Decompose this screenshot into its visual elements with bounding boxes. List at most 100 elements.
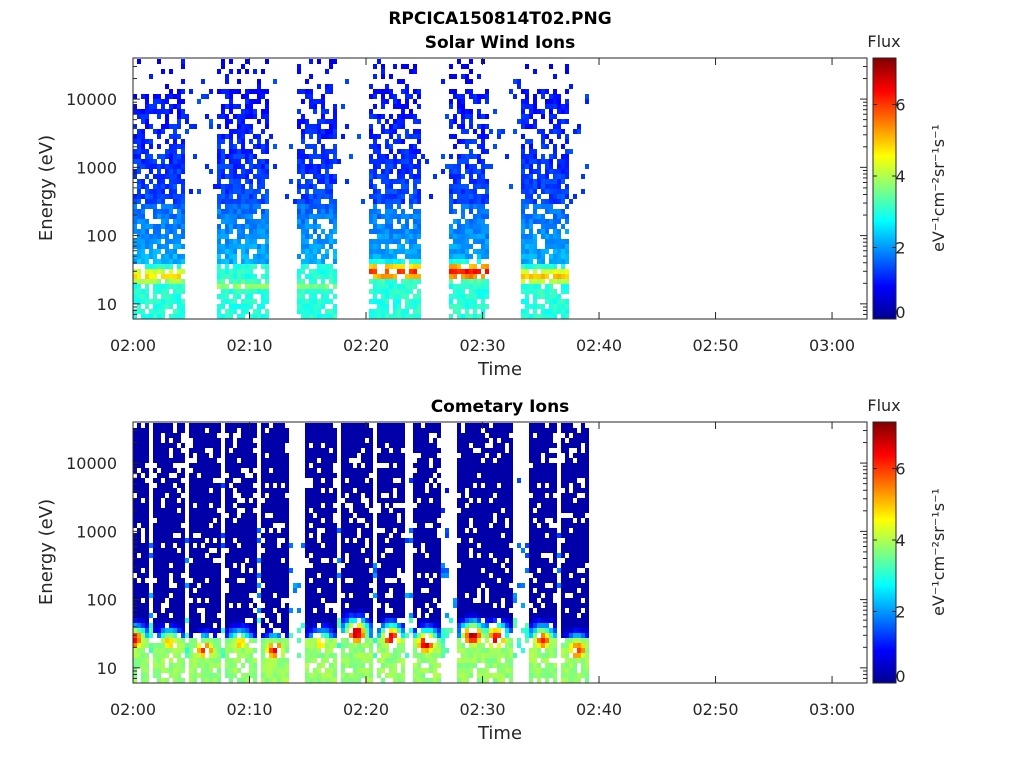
heatmap-cell — [301, 194, 305, 199]
heatmap-cell — [249, 204, 253, 209]
heatmap-cell — [309, 428, 313, 433]
heatmap-cell — [221, 229, 225, 234]
heatmap-cell — [409, 159, 413, 164]
heatmap-cell — [253, 663, 257, 668]
heatmap-cell — [237, 269, 241, 274]
heatmap-cell — [181, 289, 185, 294]
heatmap-cell — [397, 249, 401, 254]
heatmap-cell — [305, 518, 309, 523]
heatmap-cell — [317, 578, 321, 583]
heatmap-cell — [253, 498, 257, 503]
heatmap-cell — [241, 209, 245, 214]
heatmap-cell — [225, 543, 229, 548]
heatmap-cell — [465, 259, 469, 264]
heatmap-cell — [457, 189, 461, 194]
heatmap-cell — [157, 443, 161, 448]
heatmap-cell — [317, 314, 321, 319]
heatmap-cell — [181, 473, 185, 478]
heatmap-cell — [301, 129, 305, 134]
heatmap-cell — [309, 159, 313, 164]
heatmap-cell — [369, 129, 373, 134]
heatmap-cell — [401, 224, 405, 229]
heatmap-cell — [197, 543, 201, 548]
heatmap-cell — [217, 204, 221, 209]
heatmap-cell — [257, 234, 261, 239]
heatmap-cell — [345, 448, 349, 453]
heatmap-cell — [189, 548, 193, 553]
heatmap-cell — [325, 274, 329, 279]
heatmap-cell — [461, 209, 465, 214]
heatmap-cell — [173, 678, 177, 683]
heatmap-cell — [369, 468, 373, 473]
heatmap-cell — [553, 264, 557, 269]
heatmap-cell — [401, 169, 405, 174]
heatmap-cell — [353, 663, 357, 668]
heatmap-cell — [249, 483, 253, 488]
heatmap-cell — [381, 214, 385, 219]
heatmap-cell — [461, 289, 465, 294]
heatmap-cell — [393, 94, 397, 99]
heatmap-cell — [225, 124, 229, 129]
heatmap-cell — [349, 568, 353, 573]
heatmap-cell — [269, 508, 273, 513]
heatmap-cell — [225, 174, 229, 179]
heatmap-cell — [261, 638, 265, 643]
heatmap-cell — [377, 658, 381, 663]
heatmap-cell — [149, 623, 153, 628]
heatmap-cell — [233, 658, 237, 663]
heatmap-cell — [385, 169, 389, 174]
heatmap-cell — [297, 304, 301, 309]
heatmap-cell — [457, 269, 461, 274]
heatmap-cell — [409, 174, 413, 179]
heatmap-cell — [169, 209, 173, 214]
heatmap-cell — [173, 199, 177, 204]
heatmap-cell — [353, 613, 357, 618]
heatmap-cell — [385, 119, 389, 124]
heatmap-cell — [161, 154, 165, 159]
heatmap-cell — [353, 423, 357, 428]
heatmap-cell — [409, 199, 413, 204]
heatmap-cell — [169, 94, 173, 99]
heatmap-cell — [181, 79, 185, 84]
heatmap-cell — [225, 633, 229, 638]
heatmap-cell — [169, 543, 173, 548]
heatmap-cell — [225, 229, 229, 234]
heatmap-cell — [221, 199, 225, 204]
heatmap-cell — [245, 124, 249, 129]
heatmap-cell — [481, 219, 485, 224]
heatmap-cell — [157, 304, 161, 309]
heatmap-cell — [193, 124, 197, 129]
heatmap-cell — [429, 194, 433, 199]
heatmap-cell — [157, 164, 161, 169]
heatmap-cell — [329, 199, 333, 204]
heatmap-cell — [165, 443, 169, 448]
heatmap-cell — [317, 663, 321, 668]
heatmap-cell — [349, 588, 353, 593]
heatmap-cell — [485, 209, 489, 214]
heatmap-cell — [193, 428, 197, 433]
heatmap-cell — [389, 114, 393, 119]
heatmap-cell — [321, 613, 325, 618]
heatmap-cell — [373, 199, 377, 204]
heatmap-cell — [453, 114, 457, 119]
heatmap-cell — [221, 483, 225, 488]
heatmap-cell — [349, 633, 353, 638]
heatmap-cell — [261, 593, 265, 598]
heatmap-cell — [341, 448, 345, 453]
heatmap-cell — [273, 79, 277, 84]
heatmap-cell — [153, 314, 157, 319]
heatmap-cell — [549, 129, 553, 134]
heatmap-cell — [321, 284, 325, 289]
heatmap-cell — [309, 528, 313, 533]
heatmap-cell — [485, 279, 489, 284]
x-tick-label: 02:50 — [692, 336, 738, 355]
heatmap-cell — [265, 508, 269, 513]
heatmap-cell — [169, 623, 173, 628]
heatmap-cell — [133, 209, 137, 214]
heatmap-cell — [361, 443, 365, 448]
heatmap-cell — [161, 653, 165, 658]
heatmap-cell — [309, 543, 313, 548]
heatmap-cell — [325, 309, 329, 314]
heatmap-cell — [141, 663, 145, 668]
heatmap-cell — [137, 543, 141, 548]
